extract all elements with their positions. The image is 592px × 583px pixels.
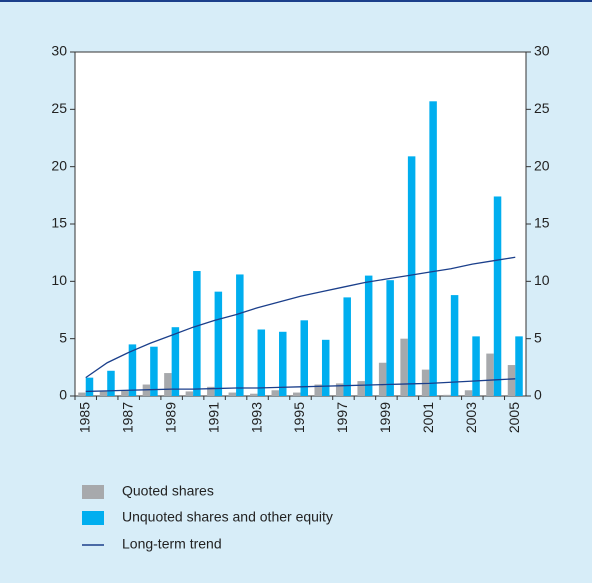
y-tick-label: 5 [59, 329, 67, 345]
trend-line [85, 378, 516, 393]
bar [128, 344, 137, 396]
bar [185, 391, 194, 396]
bar [515, 336, 523, 396]
bar [421, 369, 430, 396]
y-tick-label: 10 [51, 272, 67, 288]
x-tick-label: 1993 [248, 402, 264, 433]
x-tick-label: 1991 [205, 402, 221, 433]
y-tick-label: 20 [51, 157, 67, 173]
bar [450, 295, 459, 396]
x-tick-label: 1999 [377, 402, 393, 433]
bar [300, 320, 308, 396]
x-tick-label: 1997 [334, 402, 350, 433]
bar [493, 196, 502, 396]
bar [164, 373, 172, 396]
legend-label: Long-term trend [122, 536, 222, 552]
y2-tick-label: 30 [534, 43, 550, 59]
bar [171, 327, 180, 396]
bar [443, 394, 451, 396]
x-tick-label: 2005 [506, 402, 522, 433]
x-tick-label: 2003 [463, 402, 479, 433]
bar [150, 346, 158, 396]
bar [214, 291, 223, 396]
bar [250, 393, 258, 396]
x-tick-label: 1985 [76, 402, 92, 433]
bar [507, 365, 516, 396]
y-tick-label: 30 [51, 43, 67, 59]
bar [386, 280, 394, 396]
legend-swatch [82, 511, 104, 525]
y2-tick-label: 5 [534, 329, 542, 345]
bar [85, 377, 94, 396]
bar [78, 392, 86, 396]
bar [293, 392, 301, 396]
y2-tick-label: 10 [534, 272, 550, 288]
y2-tick-label: 0 [534, 387, 542, 403]
bar [378, 362, 387, 396]
bar [314, 384, 322, 396]
bar [207, 386, 215, 396]
x-tick-label: 1995 [291, 402, 307, 433]
bar [429, 101, 437, 396]
bar [335, 383, 344, 396]
bar [321, 339, 330, 396]
bar [257, 329, 266, 396]
x-tick-label: 2001 [420, 402, 436, 433]
bar [464, 390, 473, 396]
bar [121, 390, 129, 396]
bar [343, 297, 351, 396]
y-tick-label: 25 [51, 100, 67, 116]
bar [279, 331, 287, 396]
y2-tick-label: 20 [534, 157, 550, 173]
y-tick-label: 15 [51, 215, 67, 231]
legend-label: Quoted shares [122, 483, 214, 499]
trend-line [85, 256, 516, 379]
bar [271, 390, 280, 396]
bar [364, 275, 373, 396]
legend-swatch [82, 485, 104, 499]
x-tick-label: 1989 [162, 402, 178, 433]
bar [193, 271, 201, 396]
bar [107, 370, 115, 396]
bar [472, 336, 480, 396]
bar [486, 353, 494, 396]
bar [236, 274, 244, 396]
y2-tick-label: 25 [534, 100, 550, 116]
bar [99, 391, 108, 396]
legend-label: Unquoted shares and other equity [122, 509, 333, 525]
bar [228, 392, 237, 396]
x-tick-label: 1987 [119, 402, 135, 433]
bar [407, 156, 416, 396]
top-rule [0, 0, 592, 2]
y2-tick-label: 15 [534, 215, 550, 231]
y-tick-label: 0 [59, 387, 67, 403]
bar [400, 338, 408, 396]
bar [357, 381, 365, 396]
